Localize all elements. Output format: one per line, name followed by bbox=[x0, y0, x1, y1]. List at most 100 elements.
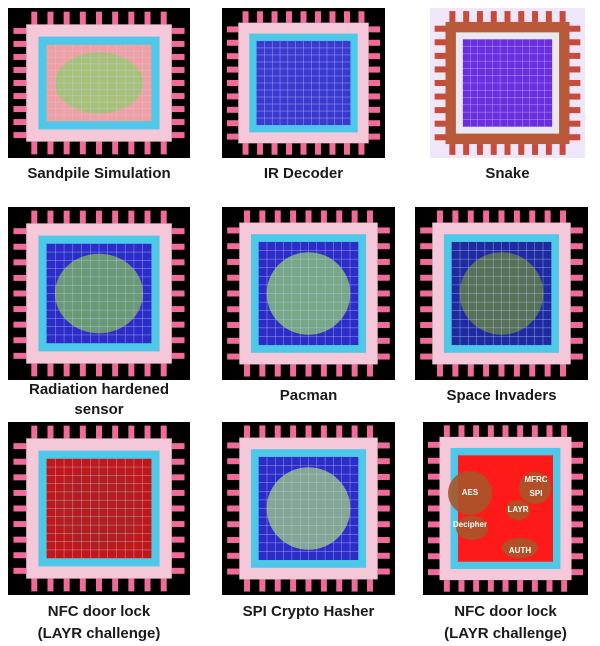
pad bbox=[13, 274, 27, 281]
pad bbox=[259, 210, 266, 223]
pad bbox=[227, 442, 240, 449]
block-label: LAYR bbox=[507, 505, 528, 514]
pad bbox=[13, 321, 27, 328]
pad bbox=[483, 364, 490, 377]
pad bbox=[112, 363, 119, 377]
pad bbox=[420, 290, 433, 297]
pad bbox=[434, 134, 446, 141]
pad bbox=[47, 425, 54, 439]
pad bbox=[243, 364, 250, 377]
pad bbox=[171, 53, 185, 60]
pad bbox=[476, 144, 483, 155]
pad bbox=[487, 425, 494, 437]
pad bbox=[96, 363, 102, 377]
pad bbox=[420, 274, 433, 281]
pad bbox=[570, 337, 583, 344]
pad bbox=[31, 11, 38, 25]
pad bbox=[171, 552, 185, 559]
pad bbox=[31, 210, 38, 224]
pad bbox=[128, 141, 135, 155]
pad bbox=[171, 321, 185, 328]
pad bbox=[160, 363, 167, 377]
pad bbox=[171, 290, 185, 297]
chip-layout bbox=[8, 207, 190, 380]
pad bbox=[171, 228, 185, 235]
block-label: SPI bbox=[530, 489, 543, 498]
pad bbox=[300, 143, 307, 155]
pad bbox=[96, 210, 102, 224]
pad bbox=[517, 425, 524, 437]
caption: NFC door lock bbox=[454, 603, 557, 620]
pad bbox=[227, 243, 240, 250]
pad bbox=[377, 353, 390, 360]
pad bbox=[271, 11, 278, 23]
pad bbox=[171, 489, 185, 496]
pad bbox=[571, 553, 584, 560]
pad bbox=[160, 141, 167, 155]
pad bbox=[367, 579, 374, 592]
pad bbox=[171, 274, 185, 281]
pad bbox=[570, 243, 583, 250]
pad bbox=[79, 210, 86, 224]
pad bbox=[286, 11, 293, 23]
pad bbox=[171, 40, 185, 47]
pad bbox=[571, 505, 584, 512]
pad bbox=[377, 568, 390, 575]
chip-layout bbox=[415, 207, 588, 380]
pad bbox=[377, 505, 390, 512]
pad bbox=[377, 552, 390, 559]
pad bbox=[79, 11, 86, 25]
pad bbox=[449, 144, 456, 155]
pad bbox=[504, 144, 511, 155]
pad bbox=[343, 11, 350, 23]
pad bbox=[171, 521, 185, 528]
pad bbox=[336, 364, 343, 377]
pad bbox=[427, 505, 440, 512]
pad bbox=[227, 258, 240, 265]
pad bbox=[449, 11, 456, 22]
pad bbox=[420, 243, 433, 250]
pad bbox=[358, 143, 365, 155]
pad bbox=[502, 580, 509, 592]
pad bbox=[367, 425, 374, 438]
pad bbox=[571, 441, 584, 448]
pad bbox=[31, 141, 38, 155]
pad bbox=[320, 364, 327, 377]
pad bbox=[427, 489, 440, 496]
pad bbox=[452, 210, 459, 223]
pad bbox=[305, 364, 312, 377]
pad bbox=[227, 505, 240, 512]
chip-layout bbox=[430, 8, 585, 158]
pad bbox=[529, 210, 536, 223]
pad bbox=[171, 337, 185, 344]
pad bbox=[336, 425, 343, 438]
pad bbox=[377, 521, 390, 528]
pad bbox=[571, 473, 584, 480]
pad bbox=[420, 337, 433, 344]
pad bbox=[329, 143, 336, 155]
pad bbox=[13, 458, 27, 465]
pad bbox=[368, 26, 381, 33]
pad bbox=[532, 144, 539, 155]
pad bbox=[171, 505, 185, 512]
pad bbox=[128, 578, 135, 592]
pad bbox=[290, 425, 297, 438]
pad bbox=[112, 141, 119, 155]
pad bbox=[351, 364, 358, 377]
caption: SPI Crypto Hasher bbox=[243, 603, 375, 620]
pad bbox=[502, 425, 509, 437]
pad bbox=[560, 364, 567, 377]
pad bbox=[13, 93, 27, 100]
pad bbox=[377, 306, 390, 313]
caption: Snake bbox=[485, 165, 529, 182]
pad bbox=[490, 144, 497, 155]
pad bbox=[569, 93, 581, 100]
pad bbox=[226, 39, 239, 46]
pad bbox=[160, 210, 167, 224]
pad bbox=[171, 80, 185, 86]
pad bbox=[63, 141, 70, 155]
pad bbox=[226, 93, 239, 100]
logic-block bbox=[506, 500, 530, 520]
pad bbox=[128, 210, 135, 224]
pad bbox=[490, 11, 497, 22]
